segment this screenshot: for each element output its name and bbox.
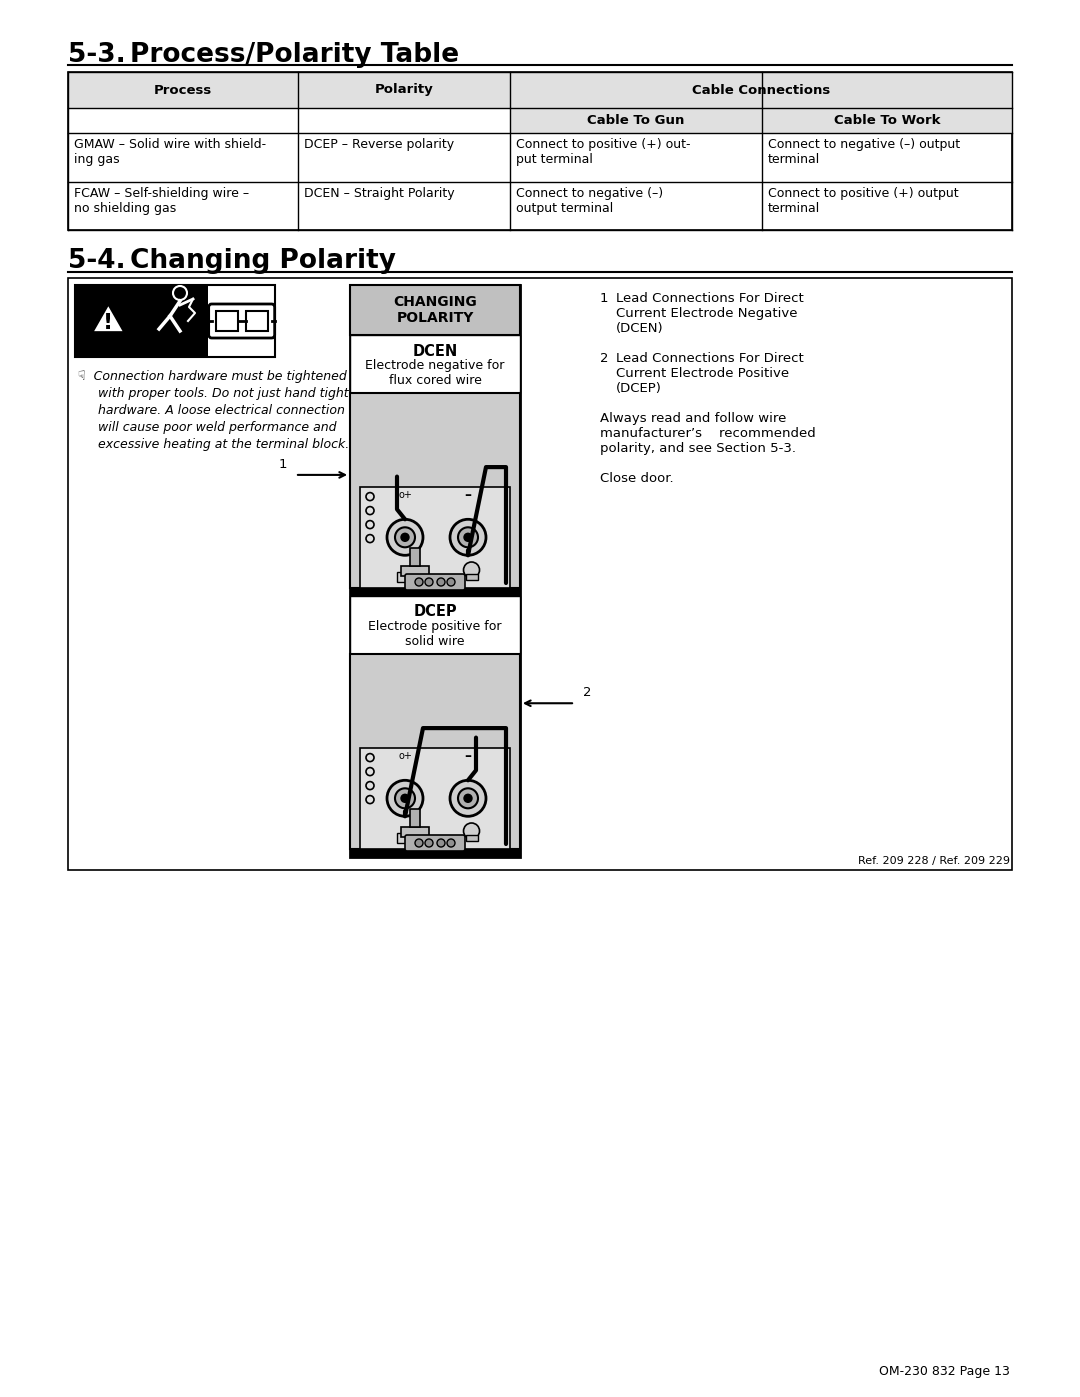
Text: –: – [464, 749, 472, 763]
Circle shape [437, 578, 445, 585]
Bar [68, 278, 1012, 870]
Bar [465, 835, 477, 841]
Text: !: ! [104, 313, 113, 332]
Bar [350, 654, 519, 849]
Text: Close door.: Close door. [600, 472, 674, 485]
Bar [75, 285, 275, 358]
Text: Connect to negative (–) output
terminal: Connect to negative (–) output terminal [768, 138, 960, 166]
Text: Electrode negative for
flux cored wire: Electrode negative for flux cored wire [365, 359, 504, 387]
Circle shape [387, 520, 423, 555]
Text: excessive heating at the terminal block.: excessive heating at the terminal block. [78, 439, 349, 451]
Bar [410, 548, 420, 566]
Bar [141, 285, 208, 358]
Text: Cable To Work: Cable To Work [834, 115, 941, 127]
Circle shape [387, 781, 423, 816]
Circle shape [458, 527, 478, 548]
Bar [68, 73, 1012, 231]
Text: Polarity: Polarity [375, 84, 433, 96]
Text: o+: o+ [399, 489, 411, 500]
Text: –: – [464, 488, 472, 502]
Text: DCEN: DCEN [413, 344, 458, 359]
Text: Connect to positive (+) output
terminal: Connect to positive (+) output terminal [768, 187, 959, 215]
Circle shape [447, 840, 455, 847]
Text: Connect to negative (–)
output terminal: Connect to negative (–) output terminal [516, 187, 663, 215]
Text: GMAW – Solid wire with shield-
ing gas: GMAW – Solid wire with shield- ing gas [75, 138, 266, 166]
FancyBboxPatch shape [405, 574, 465, 590]
Text: 1: 1 [600, 292, 608, 305]
Bar [350, 849, 519, 856]
Text: Lead Connections For Direct
Current Electrode Positive
(DCEP): Lead Connections For Direct Current Elec… [616, 352, 804, 395]
Text: Cable Connections: Cable Connections [692, 84, 831, 96]
Bar [350, 285, 519, 856]
Text: DCEP – Reverse polarity: DCEP – Reverse polarity [303, 138, 454, 151]
Circle shape [401, 795, 409, 802]
Text: Electrode positive for
solid wire: Electrode positive for solid wire [368, 620, 502, 648]
Bar [397, 571, 413, 583]
Text: OM-230 832 Page 13: OM-230 832 Page 13 [879, 1365, 1010, 1377]
Bar [350, 285, 519, 335]
Text: hardware. A loose electrical connection: hardware. A loose electrical connection [78, 404, 345, 416]
Bar [245, 312, 268, 331]
Bar [510, 108, 1012, 133]
Bar [397, 833, 413, 842]
Text: Process/Polarity Table: Process/Polarity Table [130, 42, 459, 68]
Text: o+: o+ [399, 750, 411, 760]
Bar [350, 597, 519, 654]
Circle shape [463, 823, 480, 840]
Circle shape [463, 562, 480, 578]
Bar [216, 312, 238, 331]
Bar [401, 827, 429, 837]
Circle shape [450, 781, 486, 816]
Circle shape [464, 795, 472, 802]
Circle shape [415, 840, 423, 847]
Text: 2: 2 [583, 686, 592, 700]
Text: Process: Process [153, 84, 212, 96]
FancyBboxPatch shape [208, 305, 274, 338]
Circle shape [426, 840, 433, 847]
Circle shape [450, 520, 486, 555]
Text: 1: 1 [279, 458, 287, 471]
Text: 5-3.: 5-3. [68, 42, 125, 68]
Circle shape [395, 788, 415, 809]
Bar [465, 574, 477, 580]
FancyBboxPatch shape [405, 835, 465, 851]
Bar [350, 393, 519, 588]
Text: ☟  Connection hardware must be tightened: ☟ Connection hardware must be tightened [78, 370, 347, 383]
Bar [350, 588, 519, 597]
Text: CHANGING
POLARITY: CHANGING POLARITY [393, 295, 477, 326]
Bar [401, 566, 429, 576]
Text: 5-4.: 5-4. [68, 249, 125, 274]
Bar [350, 335, 519, 393]
Text: with proper tools. Do not just hand tighten: with proper tools. Do not just hand tigh… [78, 387, 364, 400]
Text: DCEP: DCEP [414, 605, 457, 619]
Text: Changing Polarity: Changing Polarity [130, 249, 396, 274]
Bar [410, 809, 420, 827]
Circle shape [447, 578, 455, 585]
Circle shape [173, 286, 187, 300]
Circle shape [401, 534, 409, 541]
Text: Ref. 209 228 / Ref. 209 229: Ref. 209 228 / Ref. 209 229 [858, 856, 1010, 866]
Text: Cable To Gun: Cable To Gun [588, 115, 685, 127]
Text: 2: 2 [600, 352, 608, 365]
Circle shape [464, 534, 472, 541]
Bar [68, 73, 1012, 108]
Text: Always read and follow wire
manufacturer’s    recommended
polarity, and see Sect: Always read and follow wire manufacturer… [600, 412, 815, 455]
Circle shape [437, 840, 445, 847]
Bar [75, 285, 141, 358]
Bar [360, 486, 510, 588]
Text: will cause poor weld performance and: will cause poor weld performance and [78, 420, 337, 434]
Bar [360, 747, 510, 849]
Circle shape [426, 578, 433, 585]
Circle shape [395, 527, 415, 548]
Text: Connect to positive (+) out-
put terminal: Connect to positive (+) out- put termina… [516, 138, 690, 166]
Circle shape [458, 788, 478, 809]
Polygon shape [92, 305, 124, 332]
Circle shape [415, 578, 423, 585]
Text: Lead Connections For Direct
Current Electrode Negative
(DCEN): Lead Connections For Direct Current Elec… [616, 292, 804, 335]
Text: FCAW – Self-shielding wire –
no shielding gas: FCAW – Self-shielding wire – no shieldin… [75, 187, 249, 215]
Text: DCEN – Straight Polarity: DCEN – Straight Polarity [303, 187, 455, 200]
